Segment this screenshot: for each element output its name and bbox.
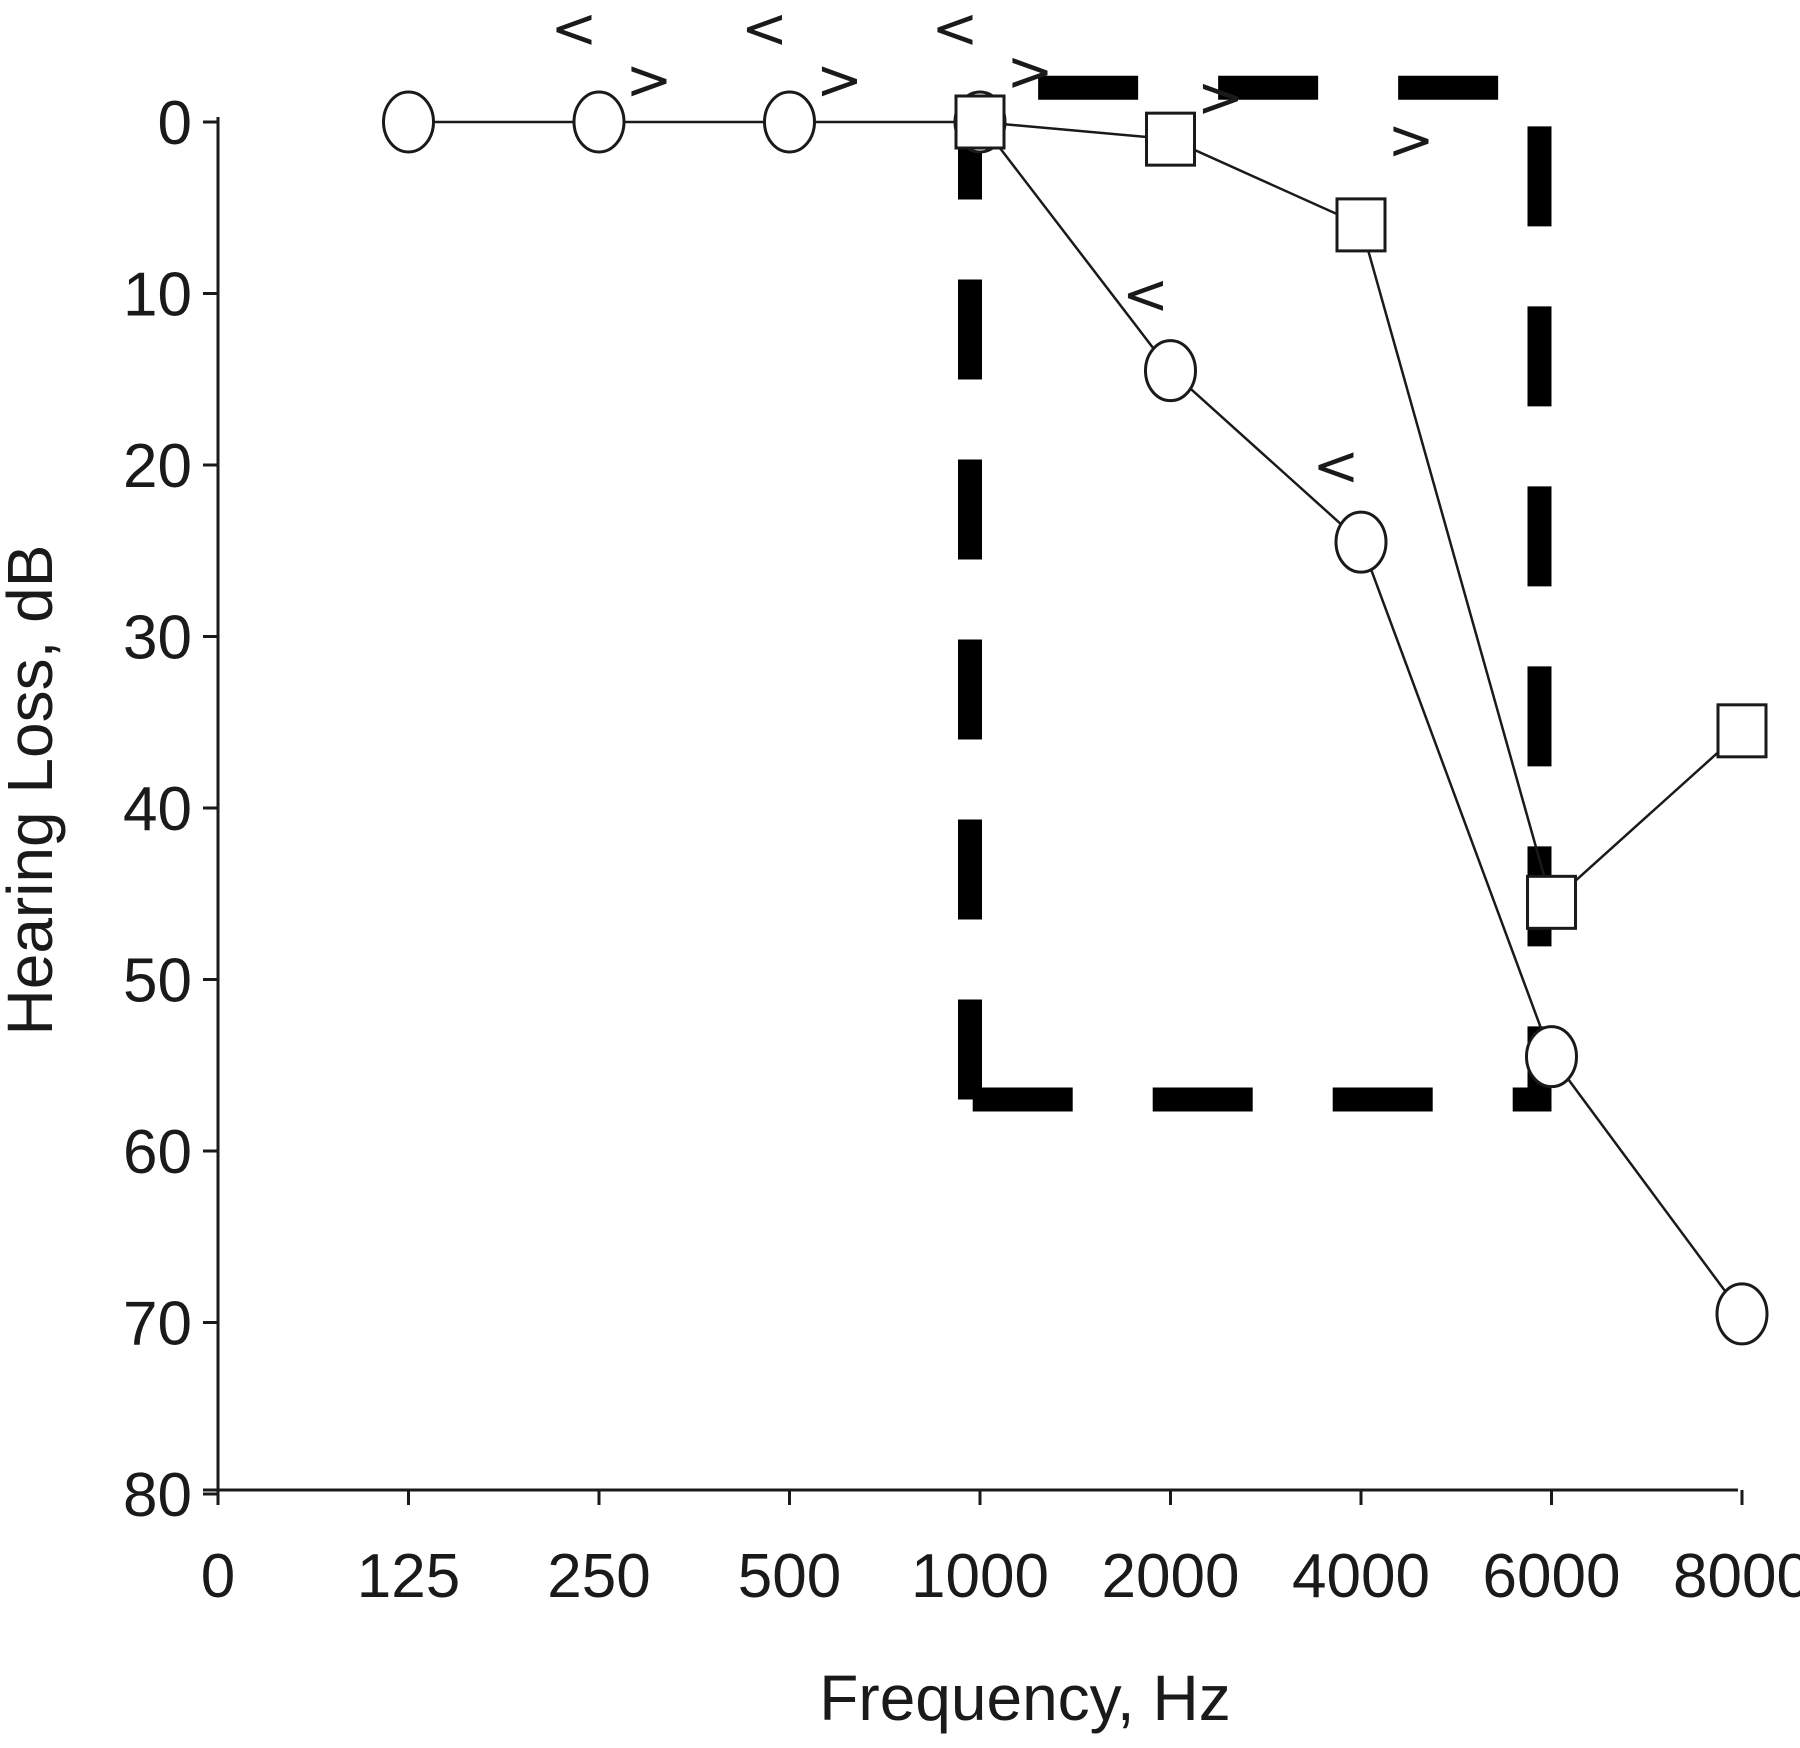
y-tick-label: 40 <box>123 775 192 844</box>
data-point-square <box>1145 111 1196 167</box>
data-point-circle <box>763 90 816 154</box>
y-axis-title: Hearing Loss, dB <box>0 545 66 1036</box>
annotation-symbol: < <box>932 0 979 62</box>
x-axis-title: Frequency, Hz <box>819 1662 1230 1734</box>
x-tick-label: 250 <box>547 1542 650 1611</box>
y-tick-label: 10 <box>123 261 192 330</box>
annotation-symbol: < <box>741 0 788 62</box>
y-tick-label: 50 <box>123 947 192 1016</box>
axes <box>203 117 1738 1492</box>
data-point-circle <box>1144 339 1197 403</box>
annotation-symbol: > <box>1197 65 1244 130</box>
y-tick-label: 60 <box>123 1118 192 1187</box>
data-point-circle <box>1334 510 1388 574</box>
data-point-square <box>1526 874 1577 930</box>
x-tick-label: 1000 <box>911 1542 1049 1611</box>
annotation-symbol: < <box>1122 263 1169 328</box>
annotation-symbol: > <box>626 48 673 113</box>
x-tick-label: 4000 <box>1292 1542 1430 1611</box>
annotation-symbol: < <box>551 0 598 62</box>
x-ticks: 0 125 250 500 1000 2000 4000 6000 8000 <box>201 1490 1800 1611</box>
annotation-symbol: > <box>816 48 863 113</box>
notch-region-box <box>958 75 1552 1112</box>
x-tick-label: 6000 <box>1483 1542 1621 1611</box>
data-point-square <box>1716 703 1768 759</box>
y-tick-label: 70 <box>123 1290 192 1359</box>
data-point-circle <box>1525 1025 1578 1089</box>
x-tick-label: 0 <box>201 1542 235 1611</box>
notch-region-layer <box>958 75 1552 1112</box>
series-line-circle <box>408 120 1744 1315</box>
annotation-layer: < > < > < > > < < > <box>551 0 1435 499</box>
y-ticks: 0 10 20 30 40 50 60 70 80 <box>123 89 218 1530</box>
x-tick-label: 500 <box>738 1542 841 1611</box>
data-point-square <box>954 94 1006 150</box>
annotation-symbol: < <box>1313 434 1360 499</box>
annotation-symbol: > <box>1007 40 1054 105</box>
data-point-circle <box>1715 1282 1769 1346</box>
data-point-circle <box>382 90 435 154</box>
x-tick-label: 2000 <box>1102 1542 1240 1611</box>
y-tick-label: 80 <box>123 1461 192 1530</box>
data-point-circle <box>572 90 626 154</box>
annotation-symbol: > <box>1388 108 1435 173</box>
y-tick-label: 30 <box>123 604 192 673</box>
y-tick-label: 0 <box>158 89 192 158</box>
x-tick-label: 8000 <box>1673 1542 1800 1611</box>
x-tick-label: 125 <box>357 1542 460 1611</box>
data-point-square <box>1335 197 1387 253</box>
y-tick-label: 20 <box>123 432 192 501</box>
series-layer <box>382 90 1769 1346</box>
